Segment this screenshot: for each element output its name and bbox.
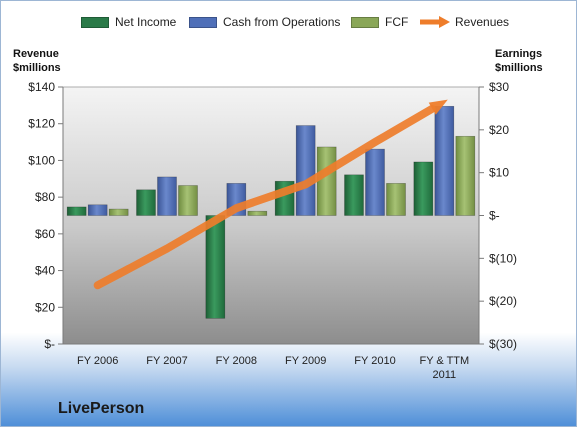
- legend-swatch-cash-from-operations: [189, 16, 217, 28]
- legend: Net Income Cash from Operations FCF Reve…: [1, 15, 576, 35]
- x-tick-label: FY 2010: [354, 355, 395, 367]
- bar-fcf: [455, 135, 476, 216]
- x-tick-label: FY & TTM: [419, 355, 469, 367]
- left-tick-label: $100: [28, 153, 55, 167]
- legend-label-revenues: Revenues: [455, 15, 510, 29]
- bar-cash-from-operations: [157, 176, 177, 216]
- x-tick-label: FY 2008: [216, 355, 257, 367]
- right-axis-title-line1: Earnings: [495, 48, 543, 60]
- bar-fcf: [247, 210, 268, 216]
- bar-net-income: [205, 215, 226, 319]
- legend-item-net-income: Net Income: [81, 15, 176, 29]
- right-tick-label: $(10): [489, 251, 517, 265]
- legend-label-fcf: FCF: [385, 15, 409, 29]
- legend-swatch-fcf: [351, 16, 379, 28]
- right-tick-label: $(20): [489, 294, 517, 308]
- left-axis-title: Revenue $millions: [13, 47, 61, 75]
- axes: $- $20 $40 $60 $80 $100 $120 $140 $(30) $(20) $(10…: [28, 80, 517, 381]
- left-tick-label: $40: [35, 264, 55, 278]
- left-tick-label: $60: [35, 227, 55, 241]
- revenue-line: [93, 104, 436, 290]
- right-tick-label: $20: [489, 123, 509, 137]
- left-axis-title-line2: $millions: [13, 62, 61, 74]
- bar-cash-from-operations: [434, 105, 455, 216]
- legend-arrow-icon: [420, 16, 450, 28]
- left-tick-label: $-: [44, 337, 55, 351]
- bar-net-income: [413, 161, 434, 216]
- revenue-arrowhead: [428, 99, 448, 115]
- left-tick-label: $120: [28, 117, 55, 131]
- bar-fcf: [108, 208, 129, 216]
- company-name: LivePerson: [58, 400, 145, 417]
- bar-fcf: [178, 185, 198, 216]
- left-tick-label: $140: [28, 80, 55, 94]
- right-tick-label: $(30): [489, 337, 517, 351]
- x-tick-label: FY 2009: [285, 355, 326, 367]
- bar-net-income: [344, 174, 364, 216]
- bar-fcf: [386, 183, 406, 216]
- x-tick-label: 2011: [433, 369, 457, 381]
- legend-item-fcf: FCF: [351, 15, 408, 29]
- legend-swatch-net-income: [81, 16, 109, 28]
- bar-net-income: [136, 189, 156, 216]
- right-axis-title: Earnings $millions: [495, 47, 543, 75]
- bar-cash-from-operations: [87, 204, 108, 216]
- x-tick-label: FY 2007: [146, 355, 187, 367]
- legend-item-cash-from-operations: Cash from Operations: [189, 15, 340, 29]
- right-tick-label: $-: [489, 209, 500, 223]
- legend-label-cash-from-operations: Cash from Operations: [223, 15, 341, 29]
- bars: [66, 105, 476, 319]
- bar-net-income: [66, 206, 87, 216]
- right-axis-title-line2: $millions: [495, 62, 543, 74]
- bar-cash-from-operations: [365, 148, 385, 216]
- legend-label-net-income: Net Income: [115, 15, 177, 29]
- bar-fcf: [316, 146, 337, 216]
- left-axis-title-line1: Revenue: [13, 48, 59, 60]
- left-tick-label: $80: [35, 190, 55, 204]
- right-tick-label: $30: [489, 80, 509, 94]
- x-tick-label: FY 2006: [77, 355, 118, 367]
- revenue-line-layer: [93, 99, 448, 290]
- right-tick-label: $10: [489, 166, 509, 180]
- legend-item-revenues: Revenues: [419, 15, 509, 29]
- bar-cash-from-operations: [295, 125, 316, 216]
- left-tick-label: $20: [35, 300, 55, 314]
